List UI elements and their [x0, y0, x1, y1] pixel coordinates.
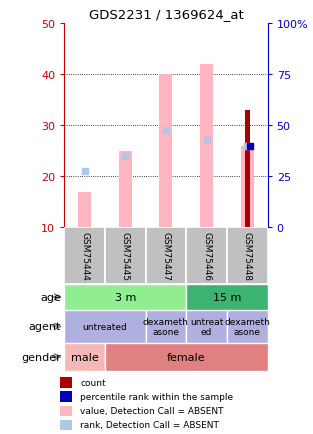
Text: female: female: [167, 352, 206, 362]
Bar: [227, 228, 268, 284]
Text: GSM75446: GSM75446: [202, 232, 211, 280]
Bar: [200, 65, 213, 228]
Bar: [64, 284, 186, 310]
Bar: [60, 378, 72, 388]
Title: GDS2231 / 1369624_at: GDS2231 / 1369624_at: [89, 8, 243, 21]
Bar: [227, 310, 268, 343]
Text: GSM75447: GSM75447: [162, 232, 170, 280]
Bar: [78, 192, 91, 228]
Text: dexameth
asone: dexameth asone: [143, 317, 189, 336]
Text: value, Detection Call = ABSENT: value, Detection Call = ABSENT: [80, 406, 223, 415]
Text: dexameth
asone: dexameth asone: [224, 317, 270, 336]
Text: GSM75444: GSM75444: [80, 232, 89, 280]
Text: gender: gender: [21, 352, 61, 362]
Text: rank, Detection Call = ABSENT: rank, Detection Call = ABSENT: [80, 420, 219, 429]
Text: untreat
ed: untreat ed: [190, 317, 223, 336]
Bar: [186, 228, 227, 284]
Text: GSM75448: GSM75448: [243, 232, 252, 280]
Bar: [146, 228, 186, 284]
Bar: [60, 420, 72, 431]
Bar: [64, 228, 105, 284]
Bar: [146, 310, 186, 343]
Bar: [245, 111, 250, 228]
Bar: [60, 391, 72, 402]
Bar: [186, 310, 227, 343]
Bar: [105, 343, 268, 371]
Text: percentile rank within the sample: percentile rank within the sample: [80, 392, 233, 401]
Text: agent: agent: [29, 322, 61, 332]
Text: male: male: [71, 352, 98, 362]
Bar: [186, 284, 268, 310]
Text: 15 m: 15 m: [213, 293, 241, 302]
Bar: [64, 343, 105, 371]
Text: age: age: [40, 293, 61, 302]
Bar: [60, 406, 72, 416]
Text: untreated: untreated: [83, 322, 127, 331]
Bar: [241, 146, 254, 228]
Text: 3 m: 3 m: [115, 293, 136, 302]
Text: GSM75445: GSM75445: [121, 232, 130, 280]
Bar: [64, 310, 146, 343]
Bar: [159, 75, 172, 228]
Bar: [119, 151, 132, 228]
Text: count: count: [80, 378, 106, 387]
Bar: [105, 228, 146, 284]
